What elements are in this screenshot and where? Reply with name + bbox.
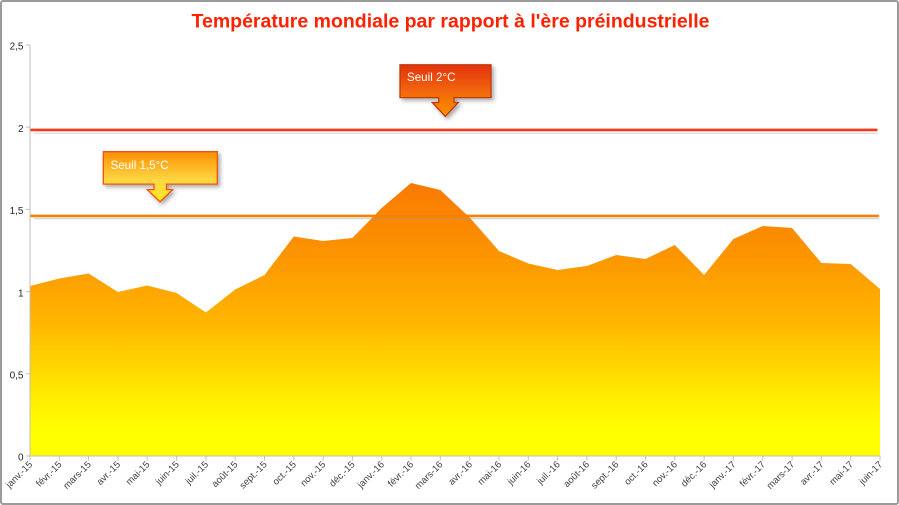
svg-text:avr.-16: avr.-16 xyxy=(447,459,475,487)
svg-text:2,5: 2,5 xyxy=(10,42,24,53)
svg-text:juin-15: juin-15 xyxy=(153,459,182,488)
svg-text:1: 1 xyxy=(18,288,24,299)
svg-text:Seuil 2°C: Seuil 2°C xyxy=(407,71,455,84)
svg-text:0,5: 0,5 xyxy=(10,371,24,382)
svg-text:déc.-15: déc.-15 xyxy=(327,459,357,489)
svg-text:nov.-16: nov.-16 xyxy=(650,459,680,489)
svg-text:oct.-15: oct.-15 xyxy=(271,459,299,487)
svg-text:févr.-16: févr.-16 xyxy=(386,459,416,489)
svg-text:janv.-16: janv.-16 xyxy=(355,459,387,491)
svg-text:août-16: août-16 xyxy=(561,459,592,490)
svg-text:avr.-17: avr.-17 xyxy=(798,459,826,487)
svg-text:août-15: août-15 xyxy=(210,459,241,490)
svg-text:févr.-17: févr.-17 xyxy=(738,459,768,489)
svg-text:Température mondiale par rappo: Température mondiale par rapport à l'ère… xyxy=(192,11,710,33)
svg-text:mai-17: mai-17 xyxy=(828,459,856,487)
svg-text:2: 2 xyxy=(18,124,24,135)
svg-text:mai-16: mai-16 xyxy=(476,459,504,487)
svg-text:Seuil 1,5°C: Seuil 1,5°C xyxy=(111,159,169,172)
svg-text:janv.-17: janv.-17 xyxy=(707,459,739,491)
svg-text:avr.-15: avr.-15 xyxy=(95,459,123,487)
svg-text:janv.-15: janv.-15 xyxy=(3,459,35,491)
svg-text:mars-15: mars-15 xyxy=(61,459,93,491)
svg-text:mars-16: mars-16 xyxy=(413,459,445,491)
svg-text:oct.-16: oct.-16 xyxy=(622,459,650,487)
svg-text:0: 0 xyxy=(18,453,24,464)
svg-text:juil.-16: juil.-16 xyxy=(534,459,562,487)
svg-text:sept.-15: sept.-15 xyxy=(238,459,270,491)
svg-text:nov.-15: nov.-15 xyxy=(299,459,329,489)
svg-text:mars-17: mars-17 xyxy=(765,459,797,491)
svg-text:juin-16: juin-16 xyxy=(505,459,534,488)
svg-text:déc.-16: déc.-16 xyxy=(679,459,709,489)
svg-text:juil.-15: juil.-15 xyxy=(183,459,211,487)
svg-text:juin-17: juin-17 xyxy=(856,459,885,488)
svg-text:sept.-16: sept.-16 xyxy=(589,459,621,491)
svg-text:févr.-15: févr.-15 xyxy=(34,459,64,489)
svg-text:1,5: 1,5 xyxy=(10,206,24,217)
svg-text:mai-15: mai-15 xyxy=(124,459,152,487)
